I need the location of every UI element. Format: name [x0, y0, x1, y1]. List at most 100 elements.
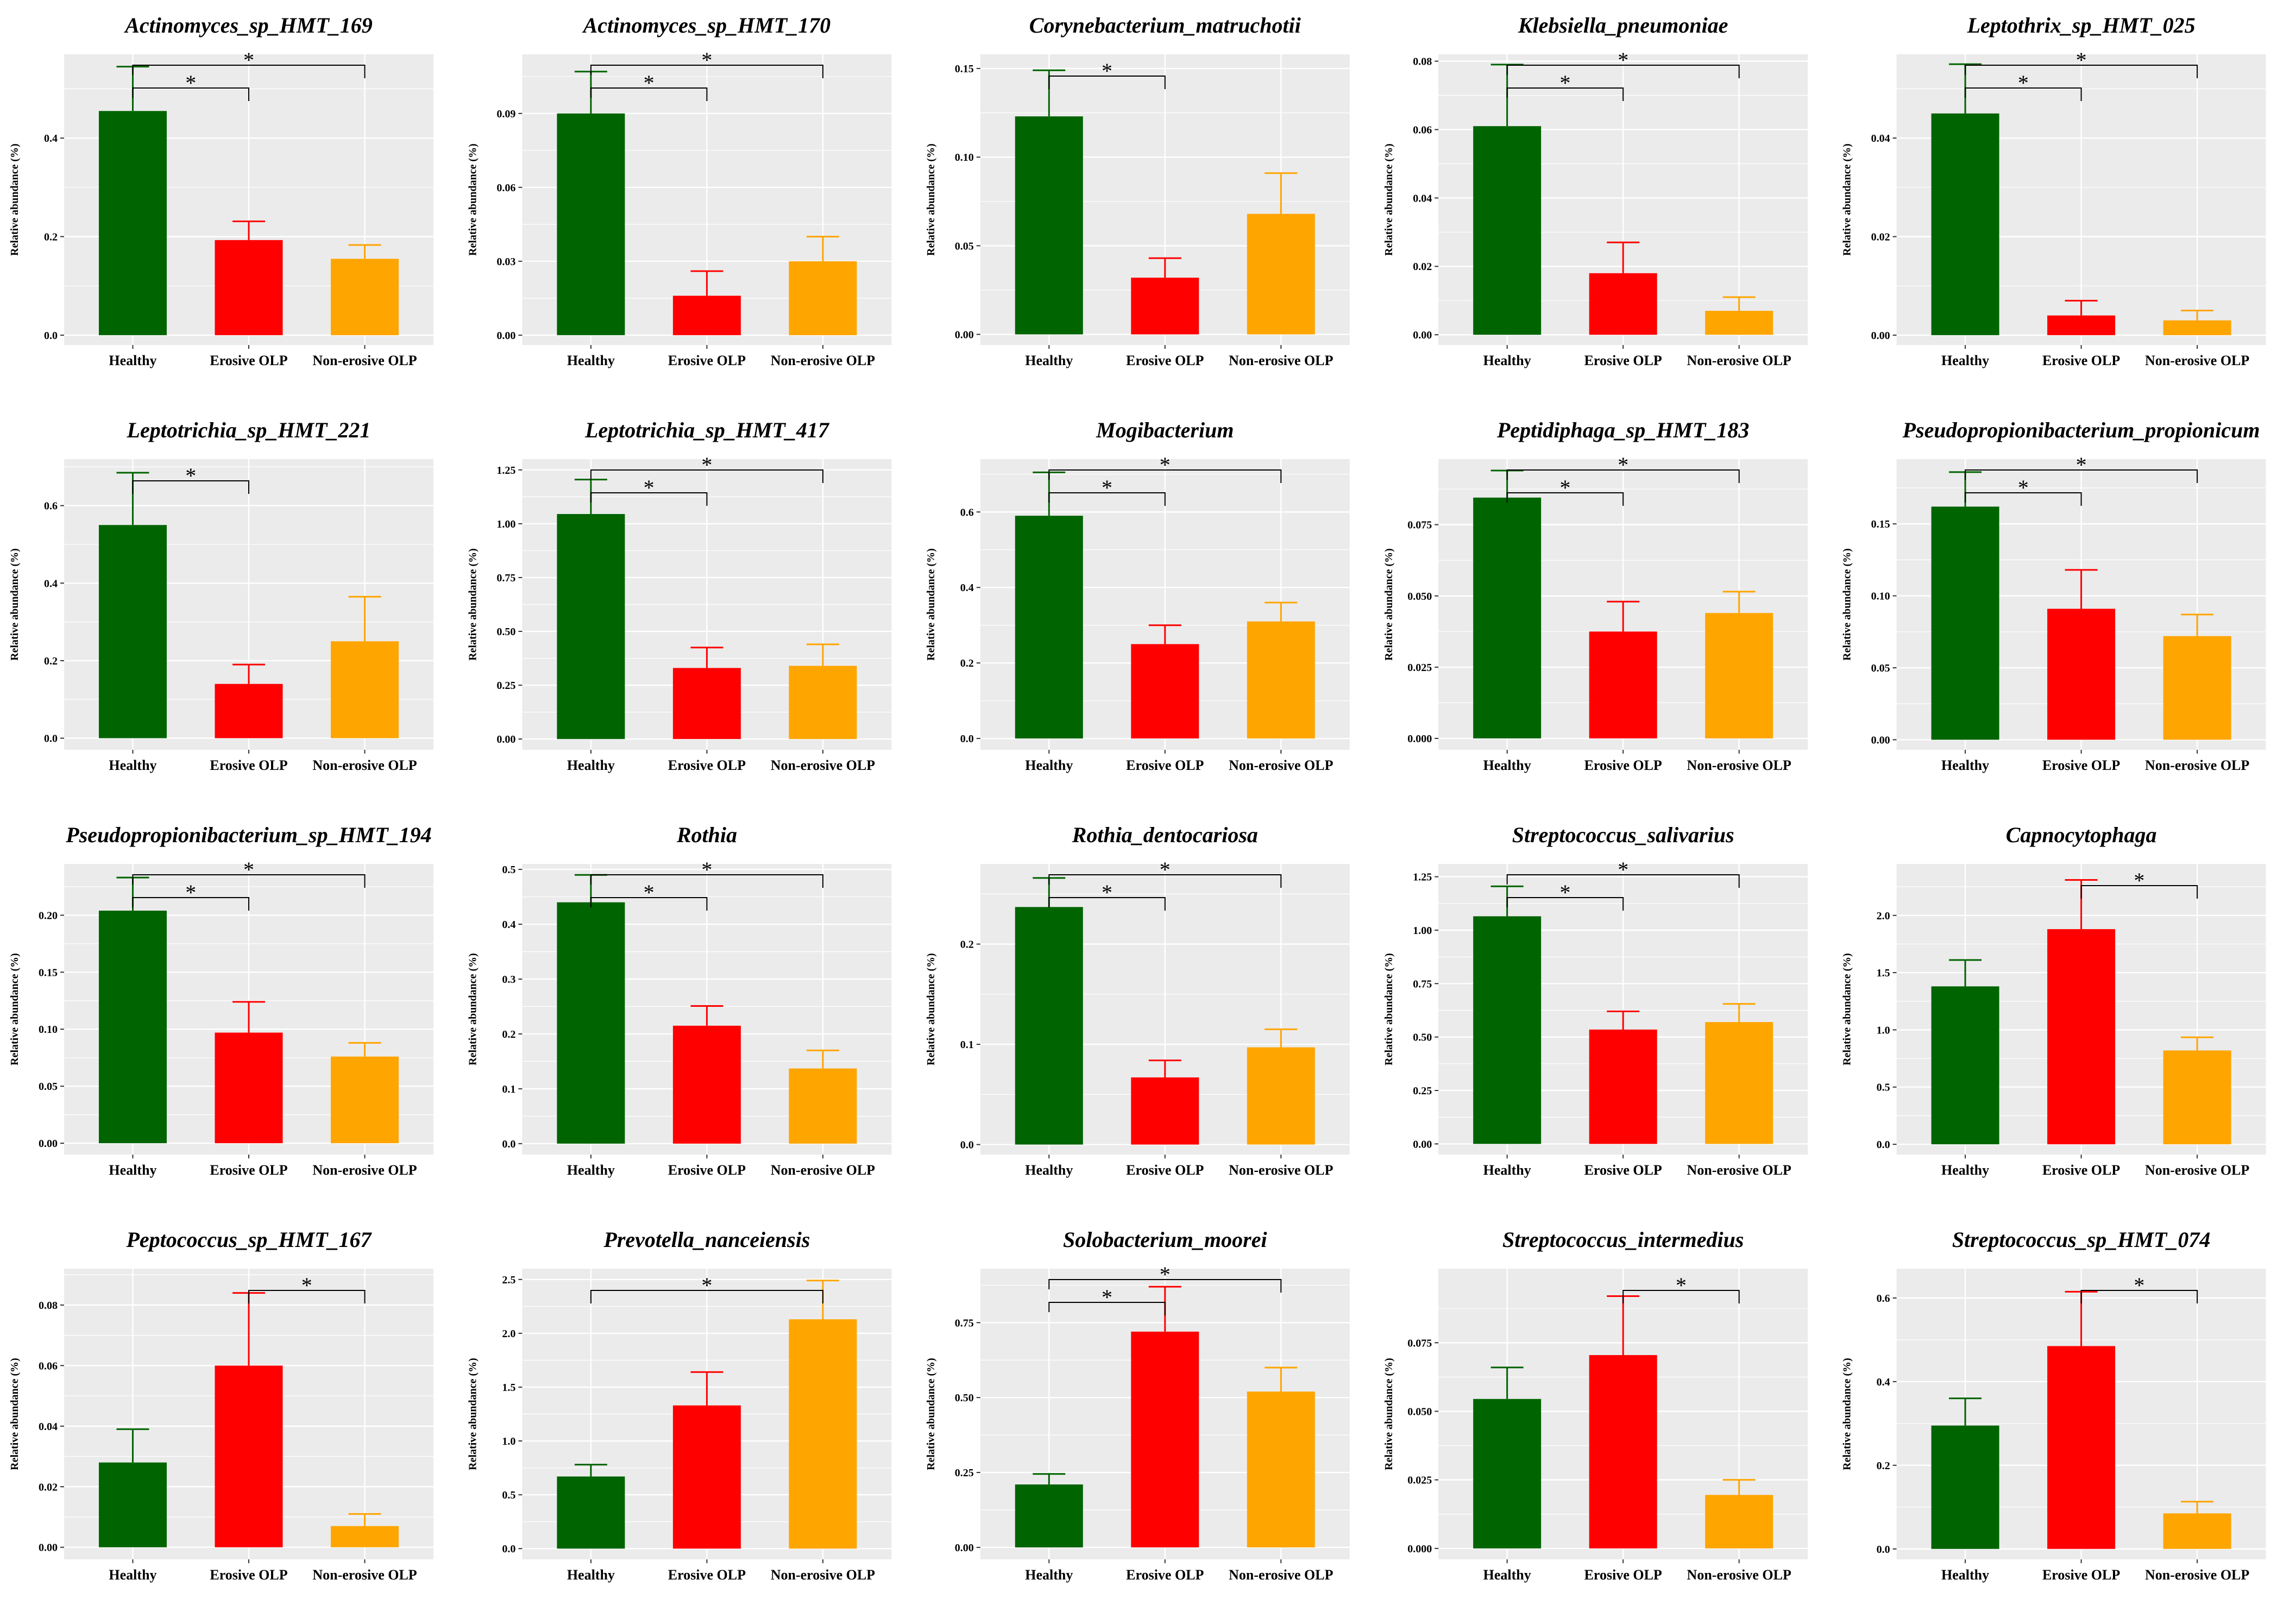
significance-star: *	[701, 453, 712, 477]
y-tick-label: 1.00	[1413, 925, 1432, 937]
bar	[1473, 497, 1542, 739]
bar	[331, 641, 399, 738]
y-axis-label: Relative abundance (%)	[1383, 143, 1395, 256]
significance-bracket	[1506, 874, 1740, 888]
significance-bracket	[1506, 469, 1740, 483]
bar	[1247, 621, 1315, 739]
significance-bracket	[132, 874, 366, 888]
significance-star: *	[701, 857, 712, 882]
y-tick-label: 0.6	[1877, 1293, 1890, 1305]
y-tick-label: 0.05	[39, 1081, 58, 1093]
chart-title: Actinomyces_sp_HMT_170	[582, 13, 831, 37]
x-tick-label: Healthy	[109, 1162, 156, 1178]
x-tick-label: Erosive OLP	[2042, 1567, 2120, 1583]
bar	[557, 514, 625, 739]
x-tick-label: Erosive OLP	[210, 1567, 287, 1583]
x-tick-label: Erosive OLP	[668, 353, 746, 368]
y-tick-label: 0.15	[1871, 518, 1890, 530]
significance-bracket	[132, 65, 366, 78]
x-tick-label: Non-erosive OLP	[1229, 353, 1333, 368]
chart-panel: Rothia_dentocariosa 0.0 0.1 0.2 Healthy Erosi…	[925, 823, 1350, 1178]
y-tick-label: 1.25	[496, 465, 515, 477]
chart-panel: Corynebacterium_matruchotii 0.00 0.05 0.10 0…	[925, 13, 1350, 368]
x-tick-label: Non-erosive OLP	[2145, 1162, 2249, 1178]
x-tick-label: Erosive OLP	[1126, 757, 1204, 773]
x-tick-label: Erosive OLP	[668, 1162, 746, 1178]
y-tick-label: 1.0	[502, 1436, 515, 1447]
chart-title: Streptococcus_salivarius	[1512, 823, 1734, 847]
y-tick-label: 0.00	[496, 734, 515, 745]
y-tick-label: 0.00	[1871, 734, 1890, 746]
chart-panel: Capnocytophaga 0.0 0.5 1.0 1.5 2.0 Healthy Eros…	[1841, 823, 2266, 1178]
significance-bracket	[590, 469, 823, 483]
y-axis-label: Relative abundance (%)	[925, 1358, 937, 1470]
x-tick-label: Healthy	[1483, 353, 1531, 368]
y-tick-label: 0.000	[1407, 1543, 1432, 1555]
chart-panel: Streptococcus_salivarius 0.00 0.25 0.50 0.75…	[1383, 823, 1808, 1178]
x-tick-label: Erosive OLP	[668, 1567, 746, 1583]
chart-title: Corynebacterium_matruchotii	[1029, 13, 1301, 37]
x-tick-label: Non-erosive OLP	[1229, 1162, 1333, 1178]
bar	[2047, 315, 2116, 335]
chart-panel: Leptotrichia_sp_HMT_221 0.0 0.2 0.4 0.6 Healt…	[9, 418, 433, 773]
significance-star: *	[185, 463, 196, 488]
y-tick-label: 0.50	[496, 626, 515, 638]
significance-bracket	[1965, 492, 2082, 506]
y-tick-label: 0.04	[1413, 192, 1432, 204]
significance-star: *	[185, 880, 196, 905]
significance-star: *	[1559, 475, 1570, 500]
y-tick-label: 0.2	[44, 655, 58, 667]
bar	[98, 111, 167, 335]
y-tick-label: 0.06	[39, 1360, 58, 1372]
y-tick-label: 0.0	[502, 1138, 515, 1150]
y-tick-label: 0.00	[1871, 330, 1890, 342]
chart-title: Leptotrichia_sp_HMT_417	[584, 418, 830, 442]
significance-bracket	[2080, 1290, 2198, 1303]
y-axis-label: Relative abundance (%)	[925, 143, 937, 256]
y-tick-label: 0.50	[955, 1392, 974, 1404]
y-tick-label: 0.4	[960, 582, 974, 594]
y-tick-label: 0.0	[502, 1543, 515, 1555]
bar	[98, 525, 167, 738]
y-tick-label: 0.050	[1407, 591, 1432, 603]
bar	[557, 902, 625, 1144]
significance-star: *	[701, 1273, 712, 1297]
y-tick-label: 0.20	[39, 910, 58, 922]
significance-star: *	[1102, 1285, 1112, 1309]
y-tick-label: 0.2	[960, 657, 974, 669]
bar	[1247, 1391, 1315, 1547]
x-tick-label: Erosive OLP	[2042, 353, 2120, 368]
y-axis-label: Relative abundance (%)	[1841, 143, 1853, 256]
y-tick-label: 0.6	[960, 506, 974, 518]
significance-star: *	[701, 48, 712, 72]
chart-title: Actinomyces_sp_HMT_169	[123, 13, 373, 37]
y-axis-label: Relative abundance (%)	[467, 548, 479, 661]
y-tick-label: 0.25	[1413, 1085, 1432, 1097]
significance-star: *	[2076, 453, 2087, 477]
y-tick-label: 0.5	[502, 864, 515, 876]
significance-bracket	[1965, 469, 2198, 483]
bar	[1931, 986, 1999, 1145]
x-tick-label: Erosive OLP	[2042, 757, 2120, 773]
y-tick-label: 0.15	[39, 967, 58, 979]
y-tick-label: 0.02	[39, 1481, 58, 1493]
significance-bracket	[1622, 1290, 1740, 1303]
chart-panel: Leptothrix_sp_HMT_025 0.00 0.02 0.04 Healthy…	[1841, 13, 2266, 368]
y-tick-label: 0.4	[44, 133, 58, 145]
y-axis-label: Relative abundance (%)	[9, 548, 21, 661]
x-tick-label: Healthy	[1025, 757, 1073, 773]
chart-title: Prevotella_nanceiensis	[603, 1227, 810, 1252]
y-tick-label: 0.0	[44, 733, 58, 745]
bar	[1473, 126, 1542, 335]
y-tick-label: 0.4	[44, 578, 58, 590]
significance-star: *	[243, 857, 254, 882]
y-axis-label: Relative abundance (%)	[9, 143, 21, 256]
chart-panel: Peptococcus_sp_HMT_167 0.00 0.02 0.04 0.06 0.…	[9, 1227, 433, 1583]
significance-bracket	[590, 897, 708, 911]
significance-bracket	[132, 897, 249, 911]
x-tick-label: Erosive OLP	[2042, 1162, 2120, 1178]
significance-bracket	[590, 87, 708, 101]
bar	[2163, 1513, 2231, 1549]
y-tick-label: 1.5	[1877, 967, 1890, 979]
x-tick-label: Non-erosive OLP	[1687, 1567, 1791, 1583]
